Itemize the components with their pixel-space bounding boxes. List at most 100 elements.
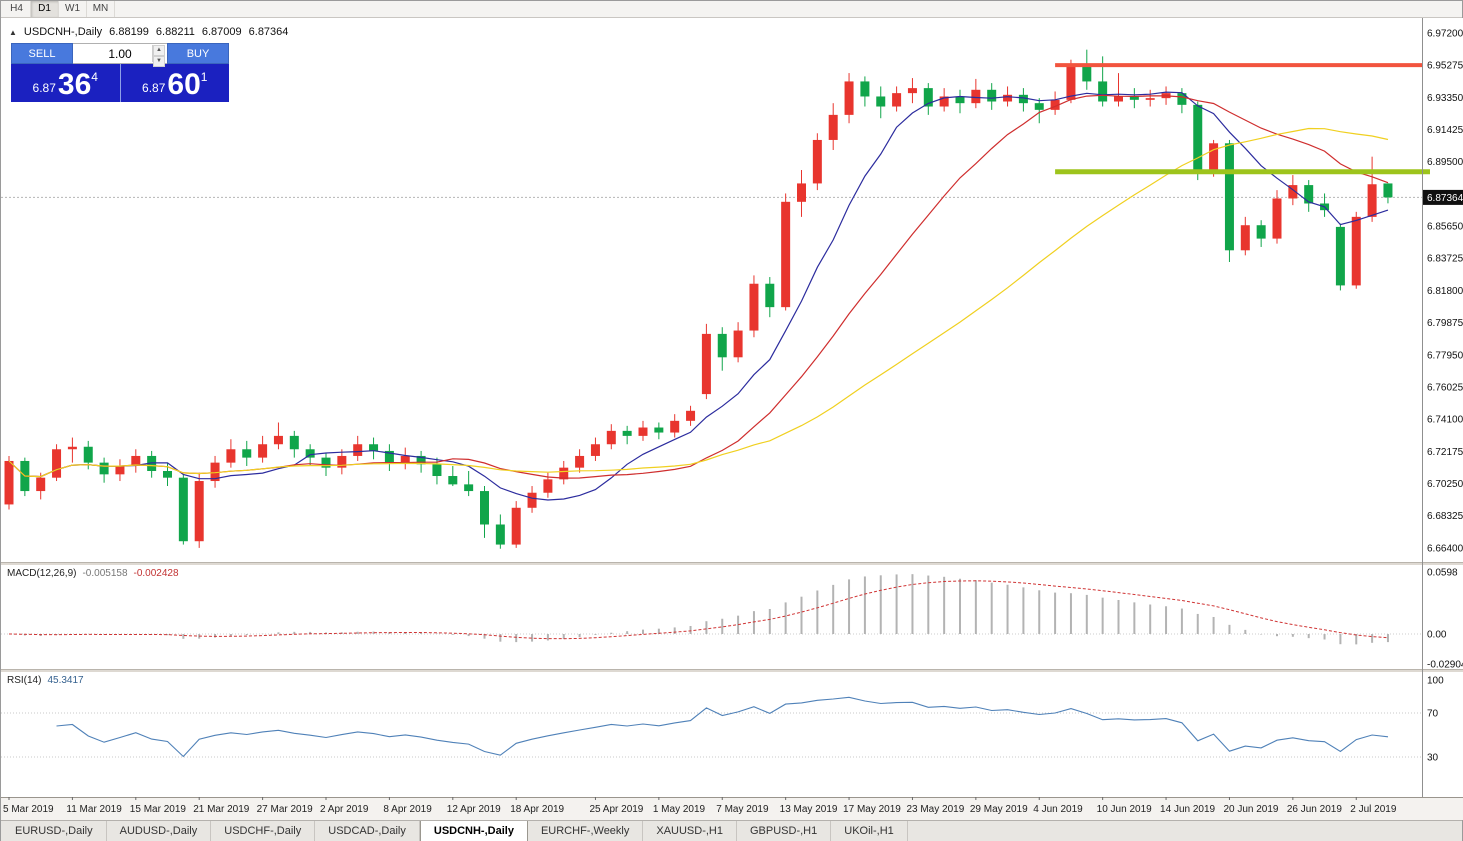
svg-text:11 Mar 2019: 11 Mar 2019: [66, 804, 122, 815]
timeframe-toolbar: H4 D1 W1 MN: [1, 1, 1462, 18]
svg-text:100: 100: [1427, 676, 1444, 687]
svg-text:6.81800: 6.81800: [1427, 286, 1463, 297]
svg-text:13 May 2019: 13 May 2019: [780, 804, 838, 815]
svg-text:15 Mar 2019: 15 Mar 2019: [130, 804, 187, 815]
one-click-collapse-icon[interactable]: ▲: [9, 27, 17, 37]
svg-text:6.93350: 6.93350: [1427, 93, 1463, 104]
svg-text:1 May 2019: 1 May 2019: [653, 804, 706, 815]
svg-text:20 Jun 2019: 20 Jun 2019: [1223, 804, 1278, 815]
svg-text:21 Mar 2019: 21 Mar 2019: [193, 804, 250, 815]
timeframe-button-w1[interactable]: W1: [59, 1, 87, 17]
buy-price-display[interactable]: 6.87 60 1: [121, 64, 230, 102]
svg-text:6.79875: 6.79875: [1427, 318, 1463, 329]
trade-panel-prices: 6.87 36 4 6.87 60 1: [11, 64, 229, 102]
chart-tab-usdcnh-daily[interactable]: USDCNH-,Daily: [419, 821, 528, 841]
svg-text:6.89500: 6.89500: [1427, 157, 1463, 168]
ohlc-low: 6.87009: [201, 26, 242, 38]
svg-text:6.74100: 6.74100: [1427, 415, 1463, 426]
svg-text:8 Apr 2019: 8 Apr 2019: [383, 804, 432, 815]
sell-price-superscript: 4: [91, 70, 98, 84]
chart-tab-eurusd-daily[interactable]: EURUSD-,Daily: [2, 821, 107, 841]
trade-price-divider: [119, 64, 121, 102]
svg-text:6.77950: 6.77950: [1427, 350, 1463, 361]
svg-text:6.97200: 6.97200: [1427, 28, 1463, 39]
buy-price-superscript: 1: [200, 70, 208, 84]
svg-text:-0.0290495: -0.0290495: [1427, 660, 1463, 671]
chart-tab-eurchf-weekly[interactable]: EURCHF-,Weekly: [527, 821, 644, 841]
svg-text:29 May 2019: 29 May 2019: [970, 804, 1028, 815]
chart-tab-bar: EURUSD-,Daily AUDUSD-,Daily USDCHF-,Daily U…: [1, 820, 1462, 841]
ohlc-high: 6.88211: [155, 26, 195, 38]
lot-size-value: 1.00: [108, 46, 132, 61]
svg-text:6.87364: 6.87364: [1427, 193, 1463, 204]
ma-34-line: [8, 127, 1389, 478]
chart-tab-gbpusd-h1[interactable]: GBPUSD-,H1: [737, 821, 832, 841]
svg-text:5 Mar 2019: 5 Mar 2019: [3, 804, 54, 815]
svg-text:0.0598: 0.0598: [1427, 567, 1458, 578]
svg-text:6.76025: 6.76025: [1427, 382, 1463, 393]
rsi-indicator-label: RSI(14) 45.3417: [7, 675, 84, 686]
svg-text:7 May 2019: 7 May 2019: [716, 804, 769, 815]
candlestick-series: [4, 49, 1393, 549]
svg-text:2 Jul 2019: 2 Jul 2019: [1350, 804, 1397, 815]
rsi-value: 45.3417: [47, 675, 84, 686]
chart-tab-usdchf-daily[interactable]: USDCHF-,Daily: [211, 821, 316, 841]
rsi-line: [56, 696, 1389, 758]
chart-tab-ukoil-h1[interactable]: UKOil-,H1: [831, 821, 908, 841]
buy-price-small: 6.87: [142, 81, 166, 95]
macd-indicator-label: MACD(12,26,9) -0.005158 -0.002428: [7, 568, 179, 579]
chart-tab-xauusd-h1[interactable]: XAUUSD-,H1: [643, 821, 737, 841]
one-click-trading-panel: SELL 1.00 ▲ ▼ BUY 6.87 36 4 6.87 60 1: [11, 43, 229, 102]
macd-main-value: -0.005158: [82, 568, 128, 579]
svg-text:6.85650: 6.85650: [1427, 222, 1463, 233]
svg-text:26 Jun 2019: 26 Jun 2019: [1287, 804, 1342, 815]
svg-text:23 May 2019: 23 May 2019: [906, 804, 964, 815]
lot-increase-button[interactable]: ▲: [153, 45, 165, 56]
bid-price-badge: [1423, 189, 1463, 205]
svg-text:12 Apr 2019: 12 Apr 2019: [447, 804, 501, 815]
chart-ohlc-info: ▲ USDCNH-,Daily 6.88199 6.88211 6.87009 …: [9, 26, 288, 38]
lot-spinner: ▲ ▼: [152, 45, 165, 67]
ma-8-line: [8, 91, 1389, 501]
svg-text:4 Jun 2019: 4 Jun 2019: [1033, 804, 1083, 815]
svg-text:10 Jun 2019: 10 Jun 2019: [1097, 804, 1152, 815]
sell-button[interactable]: SELL: [11, 43, 73, 64]
svg-text:70: 70: [1427, 709, 1439, 720]
svg-text:27 Mar 2019: 27 Mar 2019: [257, 804, 314, 815]
svg-text:6.91425: 6.91425: [1427, 125, 1463, 136]
ohlc-open: 6.88199: [109, 26, 149, 38]
svg-text:2 Apr 2019: 2 Apr 2019: [320, 804, 369, 815]
svg-text:6.66400: 6.66400: [1427, 543, 1463, 554]
rsi-name: RSI(14): [7, 675, 42, 686]
macd-name: MACD(12,26,9): [7, 568, 77, 579]
chart-area: 6.97200 6.95275 6.93350 6.91425 6.89500 6.856…: [1, 18, 1463, 820]
ohlc-close: 6.87364: [248, 26, 289, 38]
lot-decrease-button[interactable]: ▼: [153, 56, 165, 67]
timeframe-button-d1[interactable]: D1: [31, 1, 59, 17]
svg-text:18 Apr 2019: 18 Apr 2019: [510, 804, 564, 815]
svg-text:6.68325: 6.68325: [1427, 511, 1463, 522]
timeframe-button-h4[interactable]: H4: [3, 1, 31, 17]
lot-size-input[interactable]: 1.00 ▲ ▼: [73, 43, 167, 67]
svg-text:25 Apr 2019: 25 Apr 2019: [589, 804, 643, 815]
svg-text:6.83725: 6.83725: [1427, 254, 1463, 265]
price-chart-canvas[interactable]: 6.97200 6.95275 6.93350 6.91425 6.89500 6.856…: [1, 18, 1463, 820]
trade-panel-controls: SELL 1.00 ▲ ▼ BUY: [11, 43, 229, 67]
sell-price-display[interactable]: 6.87 36 4: [11, 64, 120, 102]
svg-text:6.95275: 6.95275: [1427, 61, 1463, 72]
macd-signal-line: [8, 580, 1389, 640]
macd-signal-value: -0.002428: [133, 568, 179, 579]
chart-symbol-title: USDCNH-,Daily: [23, 26, 103, 38]
svg-text:6.70250: 6.70250: [1427, 479, 1463, 490]
buy-price-big: 60: [167, 68, 201, 101]
svg-text:6.72175: 6.72175: [1427, 447, 1463, 458]
chart-tab-usdcad-daily[interactable]: USDCAD-,Daily: [315, 821, 420, 841]
sell-price-small: 6.87: [32, 81, 56, 95]
svg-text:0.00: 0.00: [1427, 630, 1447, 641]
timeframe-button-mn[interactable]: MN: [87, 1, 115, 17]
sell-price-big: 36: [57, 68, 92, 101]
chart-tab-audusd-daily[interactable]: AUDUSD-,Daily: [106, 821, 212, 841]
svg-text:17 May 2019: 17 May 2019: [843, 804, 901, 815]
buy-button[interactable]: BUY: [167, 43, 229, 64]
svg-text:14 Jun 2019: 14 Jun 2019: [1160, 804, 1215, 815]
